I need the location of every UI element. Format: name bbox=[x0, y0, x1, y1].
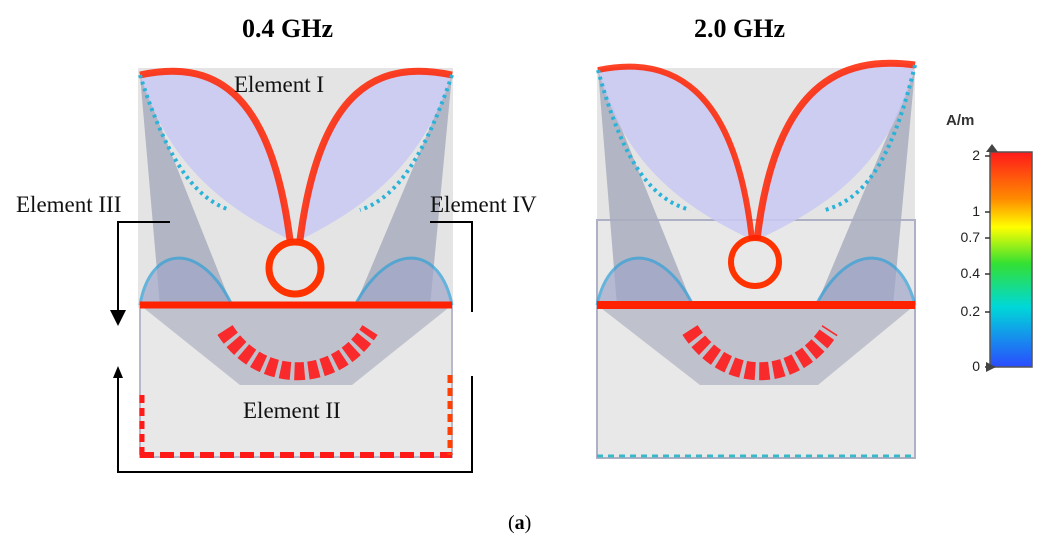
current-band-left bbox=[139, 67, 294, 241]
current-band-left-2 bbox=[597, 63, 755, 241]
label-element-4: Element IV bbox=[430, 192, 537, 217]
petal-left-2 bbox=[598, 66, 752, 241]
colorbar bbox=[985, 144, 1033, 372]
current-dots-right-2 bbox=[824, 64, 917, 212]
arch-left bbox=[138, 256, 234, 306]
colorbar-tick-label: 0.7 bbox=[960, 229, 980, 245]
antenna-2p0ghz bbox=[595, 59, 917, 459]
current-band-right bbox=[296, 67, 453, 241]
colorbar-tick-label: 0.4 bbox=[960, 265, 980, 281]
colorbar-tick-label: 2 bbox=[972, 147, 980, 163]
colorbar-tick-label: 0.2 bbox=[960, 303, 980, 319]
annotation-bracket-element-4 bbox=[430, 221, 473, 312]
annotation-arrow-element-3 bbox=[110, 221, 170, 326]
colorbar-tick-label: 0 bbox=[972, 358, 980, 374]
caption-letter: a bbox=[514, 512, 525, 534]
left-wedge bbox=[140, 75, 232, 306]
current-dots-left-2 bbox=[596, 69, 691, 212]
label-element-2: Element II bbox=[243, 398, 341, 423]
petal-left bbox=[140, 71, 290, 240]
arch-left-2 bbox=[595, 256, 695, 306]
colorbar-gradient bbox=[989, 151, 1033, 368]
right-wedge bbox=[355, 75, 452, 306]
arch-right bbox=[353, 256, 454, 306]
colorbar-unit: A/m bbox=[946, 112, 975, 129]
current-v-cluster-2 bbox=[682, 324, 838, 381]
lower-v-shape bbox=[140, 305, 452, 385]
antenna-0p4ghz bbox=[110, 67, 473, 473]
colorbar-max-marker bbox=[986, 144, 998, 152]
label-element-3: Element III bbox=[16, 192, 122, 217]
frequency-title-0p4ghz: 0.4 GHz bbox=[242, 14, 333, 43]
feed-ring bbox=[265, 238, 325, 298]
colorbar-tick-label: 1 bbox=[972, 203, 980, 219]
caption-close: ) bbox=[524, 512, 532, 534]
current-v-cluster bbox=[217, 324, 378, 381]
lower-v-shape-2 bbox=[597, 305, 915, 385]
annotation-arrowhead-up bbox=[113, 366, 123, 378]
figure-caption: (a) bbox=[508, 512, 531, 535]
arch-right-2 bbox=[814, 256, 917, 306]
current-dots-left bbox=[138, 74, 231, 212]
label-element-1: Element I bbox=[234, 72, 325, 97]
caption-open: ( bbox=[508, 512, 515, 534]
current-band-right-2 bbox=[753, 59, 916, 241]
frequency-title-2p0ghz: 2.0 GHz bbox=[694, 14, 785, 43]
petal-right-2 bbox=[757, 63, 915, 241]
annotation-bracket-element-2 bbox=[117, 376, 473, 473]
colorbar-min-marker bbox=[986, 362, 996, 372]
petal-right bbox=[300, 71, 452, 240]
